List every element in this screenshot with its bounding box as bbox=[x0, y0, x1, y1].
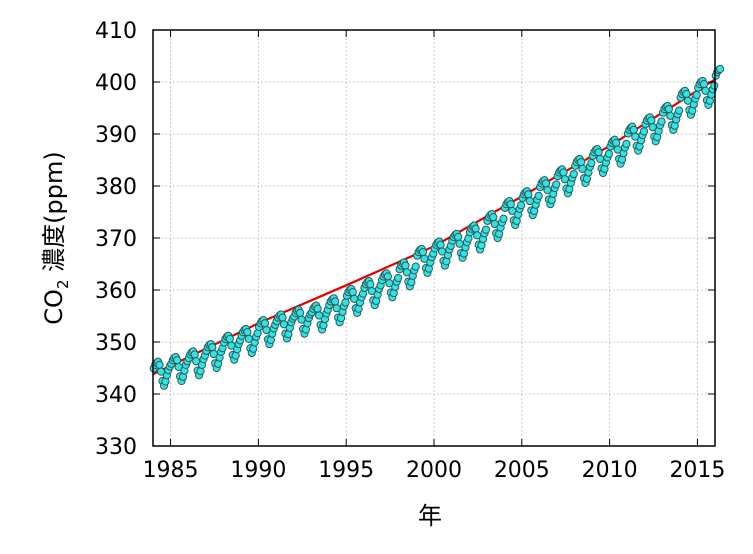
data-point bbox=[278, 313, 287, 322]
data-point bbox=[647, 116, 656, 125]
y-tick-label: 350 bbox=[95, 331, 137, 356]
data-point bbox=[279, 320, 289, 329]
data-point bbox=[295, 308, 305, 317]
y-axis-label-prefix: CO bbox=[40, 289, 68, 325]
data-point bbox=[471, 224, 480, 233]
data-point bbox=[313, 304, 322, 313]
data-point bbox=[613, 145, 622, 154]
data-point bbox=[454, 232, 463, 242]
data-point bbox=[225, 334, 234, 343]
x-tick-labels: 1985 1990 1995 2000 2005 2010 2015 bbox=[143, 458, 726, 483]
data-point bbox=[524, 190, 533, 199]
observation-series bbox=[149, 64, 725, 390]
data-point bbox=[578, 164, 587, 173]
data-point bbox=[516, 201, 526, 210]
data-point bbox=[499, 214, 508, 223]
data-point bbox=[209, 349, 218, 359]
data-point bbox=[587, 159, 596, 168]
y-axis-label-subscript: 2 bbox=[54, 280, 72, 290]
y-tick-label: 410 bbox=[95, 19, 137, 44]
x-tick-label: 2015 bbox=[669, 458, 725, 483]
data-point bbox=[244, 334, 253, 343]
data-point bbox=[692, 90, 701, 100]
data-point bbox=[682, 89, 691, 99]
x-tick-label: 2000 bbox=[406, 458, 462, 483]
data-point bbox=[506, 200, 515, 209]
data-point bbox=[716, 64, 725, 74]
data-point bbox=[612, 138, 621, 147]
data-point bbox=[683, 96, 693, 105]
data-point bbox=[437, 247, 447, 256]
data-point bbox=[190, 350, 199, 359]
y-tick-label: 370 bbox=[95, 227, 137, 252]
data-point bbox=[604, 149, 613, 158]
data-point bbox=[534, 191, 543, 200]
x-tick-label: 2010 bbox=[582, 458, 638, 483]
axis-ticks bbox=[153, 29, 715, 447]
data-point bbox=[576, 157, 586, 167]
data-point bbox=[260, 319, 270, 328]
y-tick-label: 390 bbox=[95, 123, 137, 148]
x-tick-label: 1995 bbox=[318, 458, 374, 483]
x-tick-label: 1985 bbox=[143, 458, 199, 483]
data-point bbox=[489, 213, 498, 222]
data-point bbox=[366, 280, 375, 289]
data-point bbox=[401, 261, 410, 270]
data-point bbox=[332, 304, 341, 313]
data-point bbox=[473, 231, 482, 240]
data-point bbox=[411, 262, 420, 271]
data-point bbox=[208, 343, 217, 352]
data-point bbox=[559, 168, 568, 177]
data-point bbox=[155, 360, 164, 369]
x-tick-label: 2005 bbox=[494, 458, 550, 483]
y-tick-label: 330 bbox=[95, 435, 137, 460]
data-point bbox=[173, 356, 182, 365]
data-point bbox=[629, 125, 638, 134]
data-point bbox=[341, 298, 350, 307]
x-tick-label: 1990 bbox=[230, 458, 286, 483]
y-tick-labels: 330 340 350 360 370 380 390 400 410 bbox=[95, 19, 137, 460]
data-point bbox=[569, 169, 578, 179]
x-axis-label: 年 bbox=[418, 502, 442, 530]
data-point bbox=[243, 328, 252, 337]
data-point bbox=[664, 104, 673, 114]
data-point bbox=[622, 139, 631, 148]
data-point bbox=[657, 117, 666, 126]
data-point bbox=[383, 272, 392, 281]
data-point bbox=[648, 123, 657, 132]
data-point bbox=[543, 186, 552, 195]
grid bbox=[153, 30, 715, 446]
data-point bbox=[402, 268, 412, 277]
data-point bbox=[541, 179, 551, 188]
y-tick-label: 360 bbox=[95, 279, 137, 304]
data-point bbox=[508, 206, 517, 216]
data-point bbox=[552, 180, 561, 189]
data-point bbox=[192, 357, 201, 366]
data-point bbox=[418, 247, 428, 257]
data-point bbox=[394, 273, 403, 283]
y-tick-label: 380 bbox=[95, 175, 137, 200]
data-point bbox=[699, 79, 709, 89]
data-point bbox=[639, 127, 649, 136]
y-tick-label: 340 bbox=[95, 383, 137, 408]
data-point bbox=[174, 362, 183, 372]
y-axis-label: CO2 濃度(ppm) bbox=[40, 151, 72, 324]
data-point bbox=[675, 106, 684, 115]
y-axis-label-suffix: 濃度(ppm) bbox=[40, 151, 68, 279]
data-point bbox=[436, 240, 445, 249]
data-point bbox=[348, 287, 357, 297]
data-point bbox=[315, 311, 324, 320]
data-point bbox=[594, 148, 603, 157]
data-point bbox=[481, 225, 491, 234]
data-point bbox=[331, 297, 340, 306]
y-tick-label: 400 bbox=[95, 71, 137, 96]
data-point bbox=[367, 286, 376, 296]
